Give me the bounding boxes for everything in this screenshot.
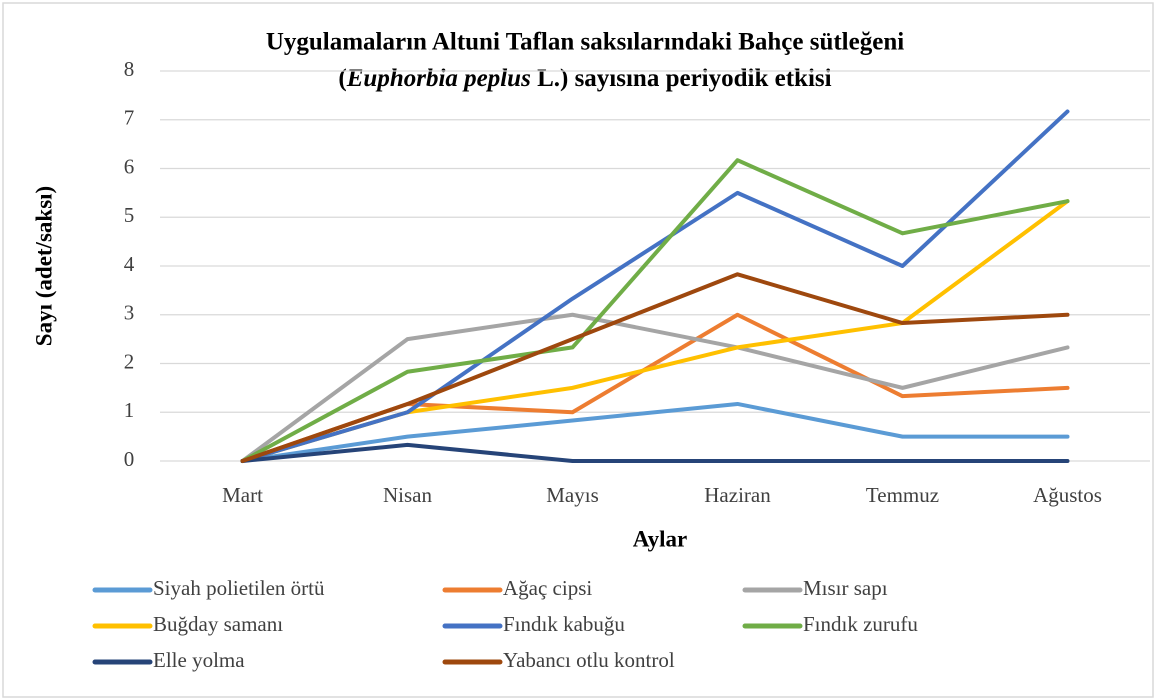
series-line [240, 272, 1070, 463]
legend-label: Siyah polietilen örtü [153, 576, 325, 600]
legend-label: Mısır sapı [803, 576, 888, 600]
legend-label: Fındık zurufu [803, 612, 918, 636]
chart-title: Uygulamaların Altuni Taflan saksılarında… [266, 29, 904, 56]
series-line [240, 442, 1070, 463]
y-tick-label: 4 [124, 252, 135, 276]
series-line [240, 158, 1070, 463]
y-tick-label: 2 [124, 349, 135, 373]
x-tick-label: Haziran [704, 483, 771, 507]
x-tick-label: Mayıs [546, 483, 599, 507]
y-tick-label: 1 [124, 398, 135, 422]
title-part: ( [338, 65, 346, 92]
y-tick-label: 8 [124, 57, 135, 81]
legend-label: Ağaç cipsi [503, 576, 592, 600]
y-tick-label: 5 [124, 203, 135, 227]
y-tick-label: 7 [124, 106, 135, 130]
y-axis-title: Sayı (adet/saksı) [31, 186, 56, 346]
series-line [240, 401, 1070, 463]
x-tick-label: Temmuz [866, 483, 939, 507]
y-tick-label: 0 [124, 447, 135, 471]
legend-label: Fındık kabuğu [503, 612, 625, 636]
legend-label: Elle yolma [153, 648, 245, 672]
title-part: L.) sayısına periyodik etkisi [531, 65, 832, 92]
legend-label: Yabancı otlu kontrol [503, 648, 675, 672]
x-tick-label: Ağustos [1033, 483, 1102, 507]
title-part: Euphorbia peplus [346, 65, 531, 92]
legend-label: Buğday samanı [153, 612, 283, 636]
x-tick-label: Mart [222, 483, 263, 507]
x-tick-label: Nisan [383, 483, 432, 507]
series-line [240, 312, 1070, 463]
y-tick-label: 6 [124, 154, 135, 178]
series-line [240, 109, 1070, 463]
y-tick-label: 3 [124, 301, 135, 325]
chart-title: (Euphorbia peplus L.) sayısına periyodik… [338, 65, 831, 92]
x-axis-title: Aylar [633, 526, 688, 551]
